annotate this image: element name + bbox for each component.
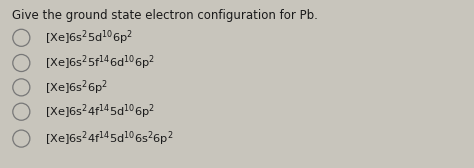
Text: Give the ground state electron configuration for Pb.: Give the ground state electron configura… [12, 9, 318, 22]
Text: [Xe]6s$^2$6p$^2$: [Xe]6s$^2$6p$^2$ [45, 78, 108, 97]
Text: [Xe]6s$^2$4f$^{14}$5d$^{10}$6p$^2$: [Xe]6s$^2$4f$^{14}$5d$^{10}$6p$^2$ [45, 102, 155, 121]
Text: [Xe]6s$^2$4f$^{14}$5d$^{10}$6s$^2$6p$^2$: [Xe]6s$^2$4f$^{14}$5d$^{10}$6s$^2$6p$^2$ [45, 129, 173, 148]
Text: [Xe]6s$^2$5d$^{10}$6p$^2$: [Xe]6s$^2$5d$^{10}$6p$^2$ [45, 29, 133, 47]
Text: [Xe]6s$^2$5f$^{14}$6d$^{10}$6p$^2$: [Xe]6s$^2$5f$^{14}$6d$^{10}$6p$^2$ [45, 54, 155, 72]
